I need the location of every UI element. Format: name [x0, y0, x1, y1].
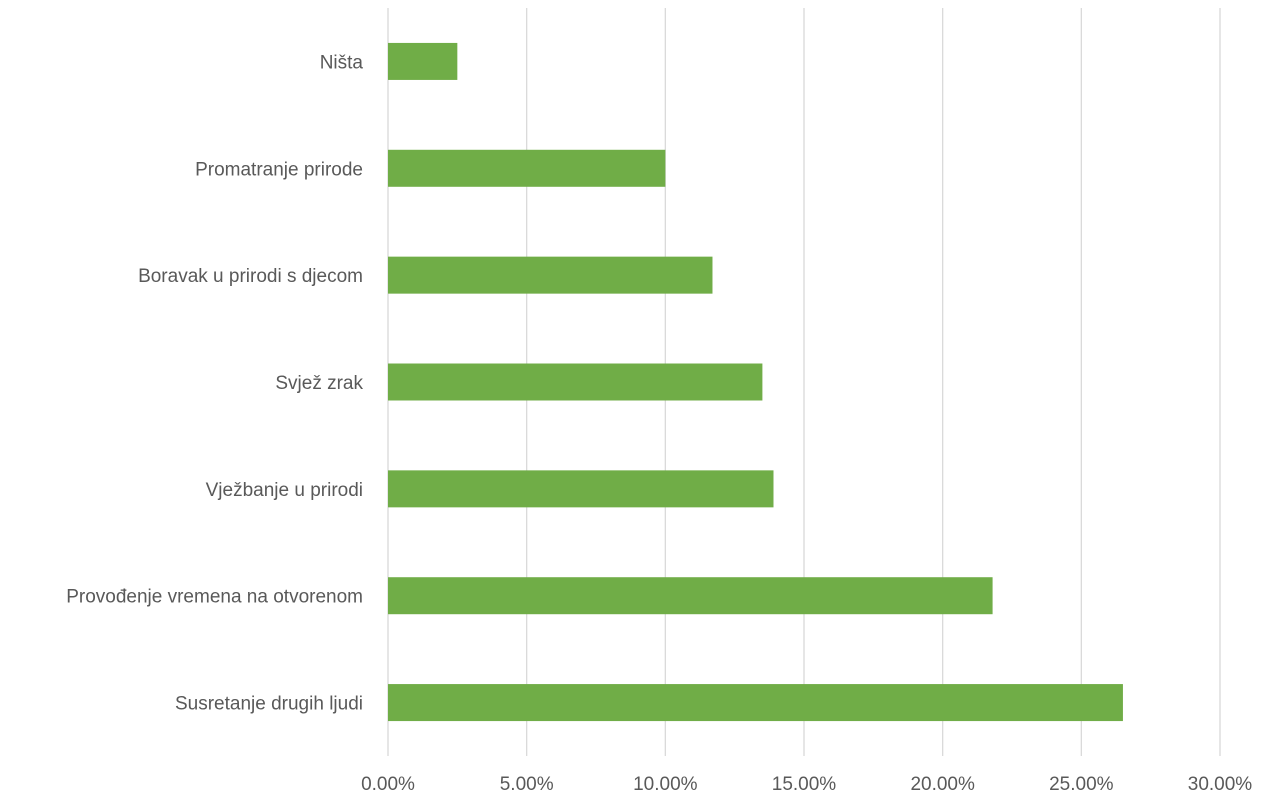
bars — [388, 42, 1123, 722]
category-label: Susretanje drugih ljudi — [175, 694, 363, 715]
category-label: Boravak u prirodi s djecom — [138, 266, 363, 287]
category-label: Ništa — [320, 52, 364, 73]
category-label: Promatranje prirode — [195, 159, 363, 180]
x-tick-label: 30.00% — [1188, 774, 1253, 795]
category-label: Vježbanje u prirodi — [206, 480, 363, 501]
bar — [388, 684, 1123, 722]
x-tick-label: 15.00% — [772, 774, 837, 795]
x-tick-label: 5.00% — [500, 774, 554, 795]
bar — [388, 470, 774, 508]
x-tick-label: 20.00% — [910, 774, 975, 795]
category-labels: Ništa Promatranje prirode Boravak u prirod… — [66, 52, 363, 714]
bar — [388, 363, 763, 401]
x-tick-label: 25.00% — [1049, 774, 1114, 795]
category-label: Provođenje vremena na otvorenom — [66, 587, 363, 608]
x-tick-label: 10.00% — [633, 774, 698, 795]
x-axis-tick-labels: 0.00% 5.00% 10.00% 15.00% 20.00% 25.00% 30.00% — [361, 774, 1252, 795]
bar — [388, 577, 993, 615]
category-label: Svjež zrak — [275, 373, 363, 394]
x-tick-label: 0.00% — [361, 774, 415, 795]
bar — [388, 149, 666, 187]
bar — [388, 256, 713, 294]
bar — [388, 42, 458, 80]
